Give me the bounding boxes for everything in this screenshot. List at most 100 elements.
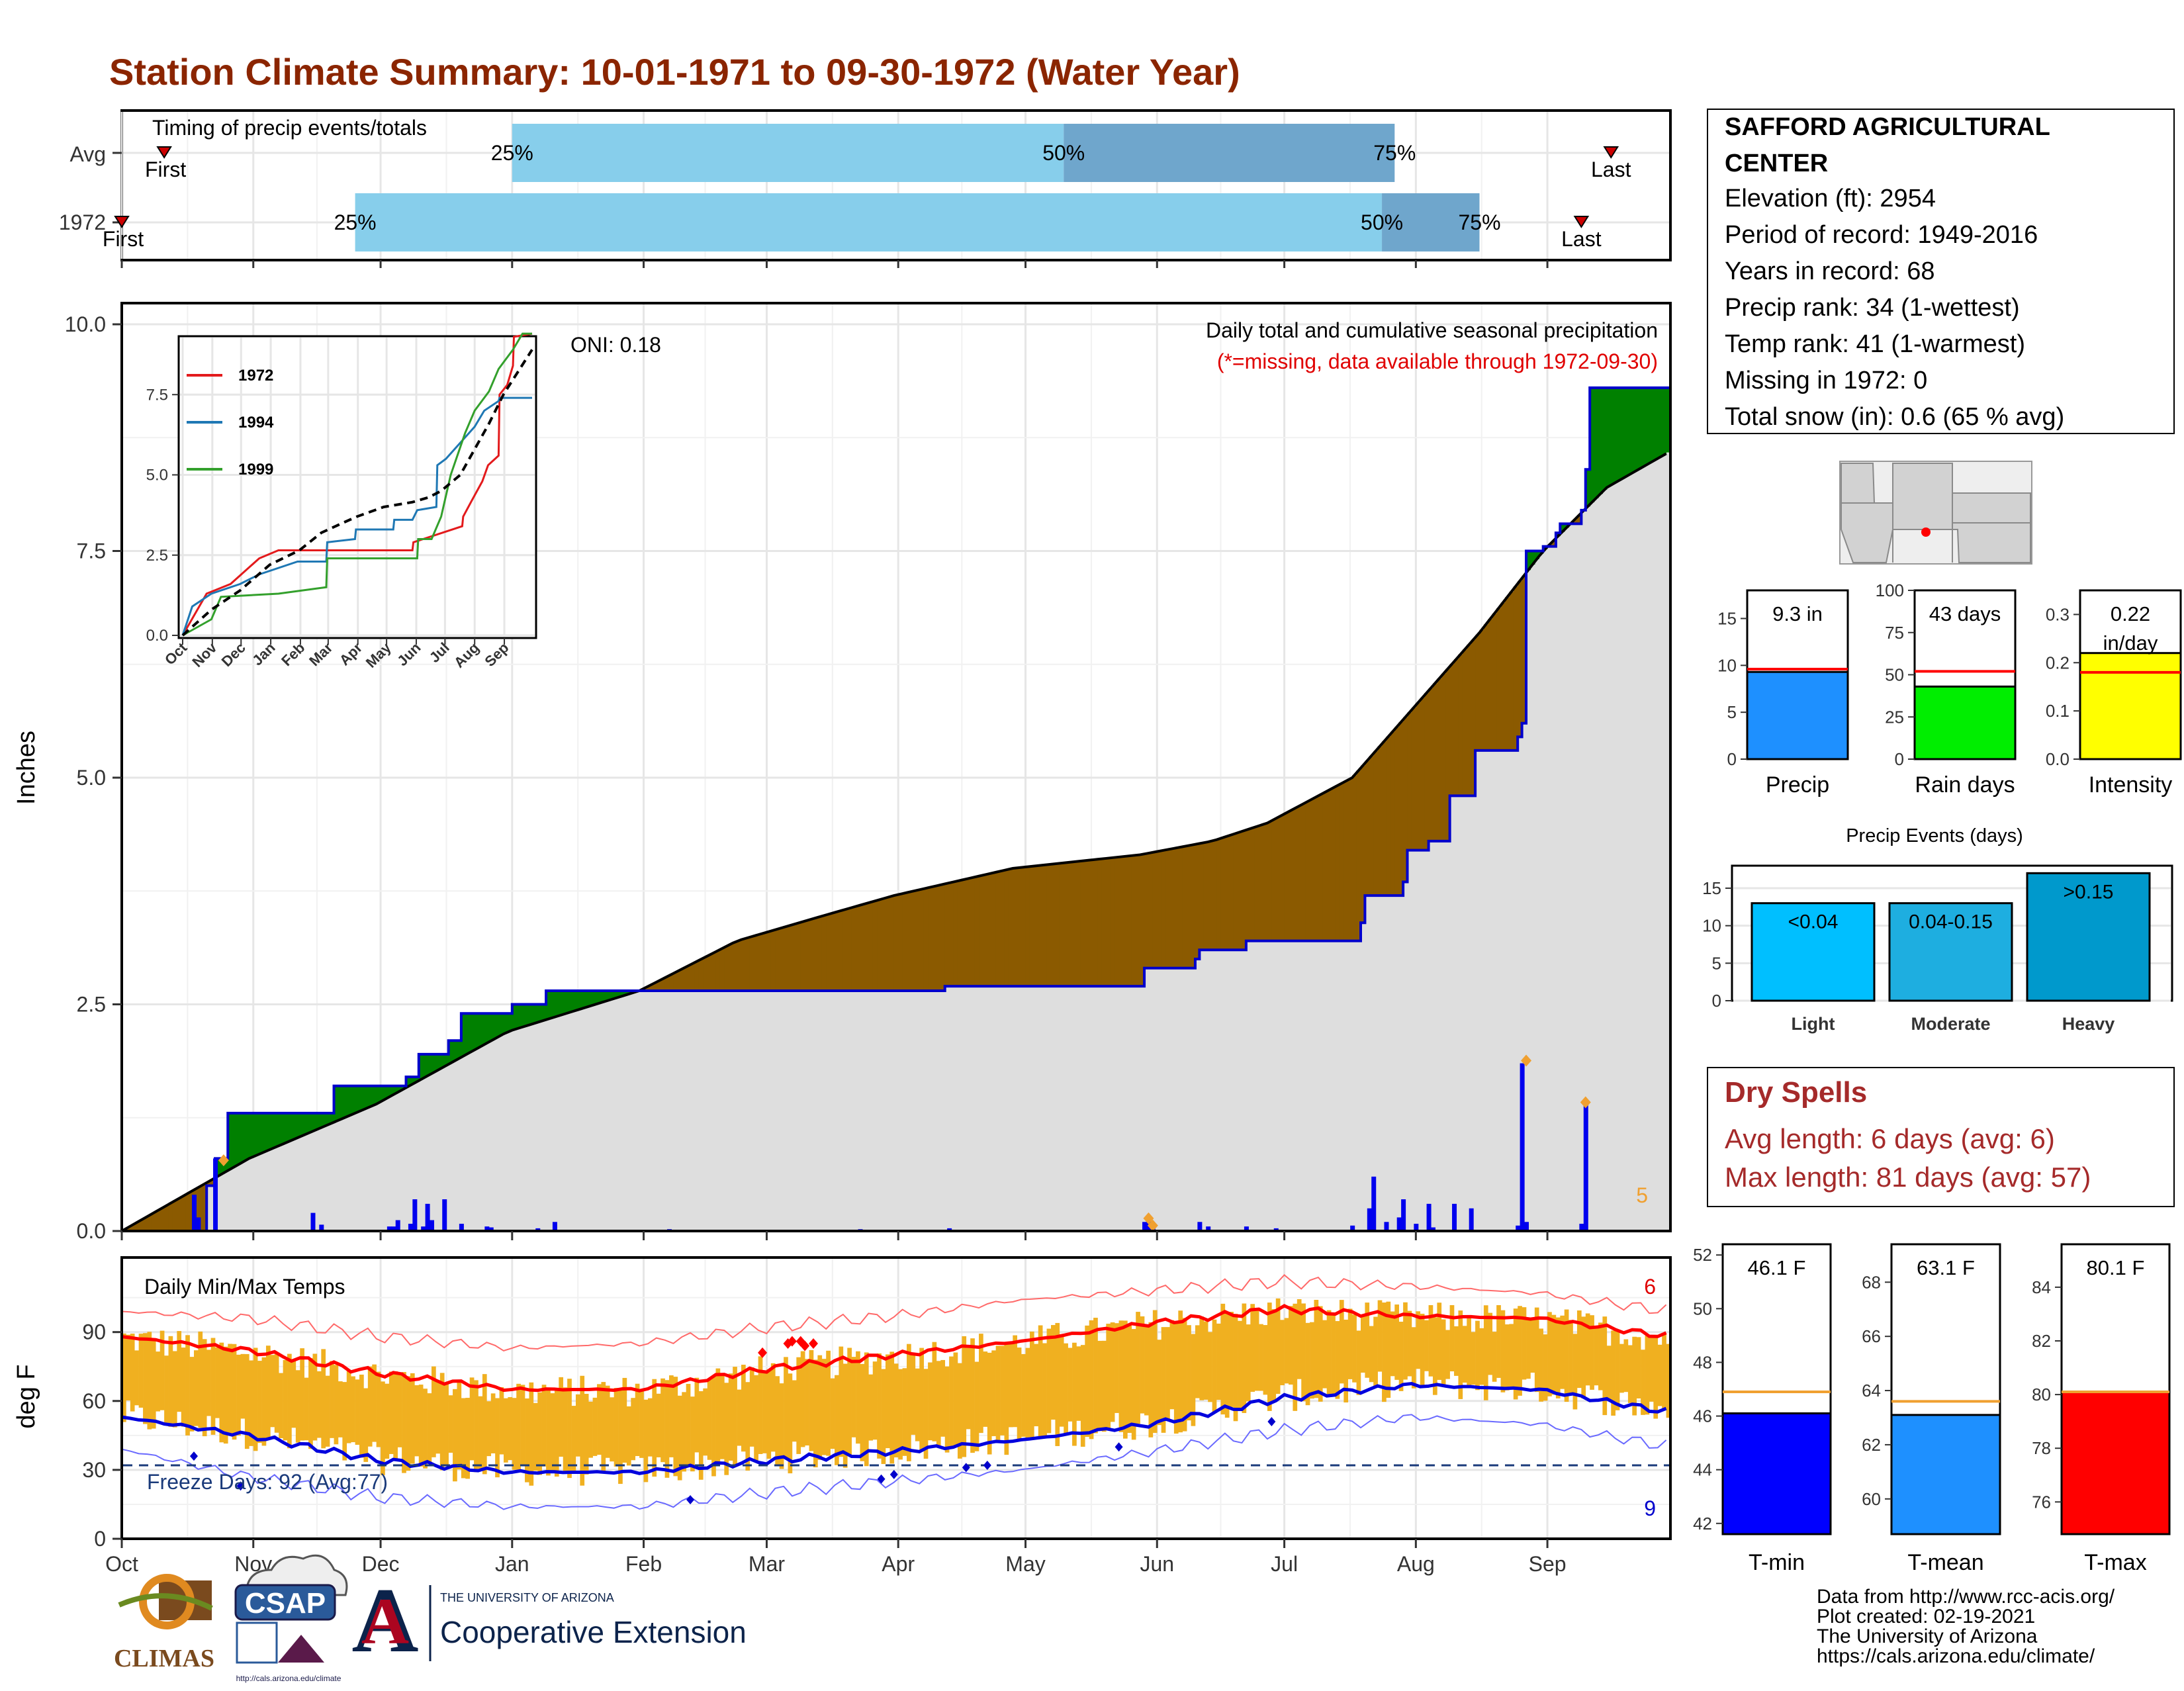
summary-temp-ytick-label: 64 [1862,1381,1881,1400]
precip-diff-segment [923,888,929,991]
precip-diff-segment [682,968,687,991]
station-years: Years in record: 68 [1725,257,1935,285]
precip-diff-segment [448,1040,453,1064]
precip-diff-segment [147,1215,152,1231]
precip-diff-segment [525,1004,530,1026]
precip-diff-segment [1233,833,1238,950]
precip-diff-segment [512,1004,517,1030]
precip-diff-segment [779,927,784,991]
temp-daily-bar [821,1359,827,1455]
precip-diff-segment [940,884,946,991]
temp-daily-bar [626,1406,631,1466]
events-bar [2026,872,2151,1002]
dry-spells-box: Dry Spells Avg length: 6 days (avg: 6) M… [1707,1067,2175,1207]
precip-diff-segment [643,987,649,991]
timing-bar-50-75 [1064,124,1395,182]
temp-daily-bar [1127,1324,1132,1434]
precip-diff-segment [1203,842,1208,950]
precip-diff-segment [1318,794,1323,941]
temp-daily-bar [796,1357,801,1454]
temp-daily-bar [283,1359,288,1441]
precip-diff-segment [1645,387,1650,465]
temp-daily-bar [703,1388,708,1456]
timing-text: First Last 25% 50% 75% First Last 25% 50% 75% [103,141,1631,251]
temp-daily-bar [784,1357,788,1458]
precip-diff-segment [202,1183,207,1231]
temp-daily-bar [1326,1310,1332,1395]
precip-daily-bar [1516,1225,1521,1231]
precip-diff-segment [1662,387,1667,455]
precip-diff-segment [330,1113,335,1123]
temp-daily-bar [979,1334,983,1434]
timing-row-1972-label: 1972 [59,210,106,234]
temp-daily-bar [490,1393,496,1453]
precip-diff-segment [647,985,653,991]
temp-max-avg-line [121,1304,1667,1393]
precip-diff-segment [490,1013,496,1040]
timing-first-label: First [103,227,144,251]
temp-daily-bar [372,1364,377,1442]
dry-spells-avg: Avg length: 6 days (avg: 6) [1725,1123,2055,1154]
timing-last-marker [1573,216,1590,228]
temp-daily-bar [898,1369,903,1460]
map-borders [1841,463,2030,563]
precip-diff-segment [690,963,696,991]
precip-diff-segment [664,976,670,991]
temp-daily-bar [974,1361,979,1451]
precip-events-bars: 0 5 10 15 <0.04 Light 0.04-0.15 Moderate >0.15 He… [1702,864,2173,1034]
temp-daily-bar [711,1377,716,1477]
footer-credits: Data from http://www.rcc-acis.org/ Plot … [1817,1586,2115,1667]
precip-daily-bar [1206,1226,1211,1231]
precip-diff-segment [432,1054,437,1073]
temp-daily-bar [342,1382,347,1461]
temp-daily-bar [575,1394,580,1457]
temp-daily-bar [953,1352,958,1447]
precip-diff-segment [1157,851,1162,968]
precip-diff-segment [1242,831,1247,950]
temp-daily-bar [1555,1317,1561,1398]
month-label: Jul [1271,1552,1298,1576]
precip-diff-segment [1165,849,1171,968]
temp-daily-bar [647,1398,653,1457]
precip-axes: 0.0 2.5 5.0 7.5 10.0 [65,312,1549,1243]
summary-temp-ytick-label: 66 [1862,1326,1881,1346]
precip-diff-segment [1038,865,1043,987]
month-label: May [1005,1552,1045,1576]
precip-diff-segment [784,927,789,991]
precip-diff-segment [363,1085,369,1109]
precip-diff-segment [656,981,661,991]
temp-daily-bar [1310,1322,1314,1399]
precip-diff-segment [605,990,610,1001]
temp-daily-bar [868,1374,874,1441]
temp-daily-bar [402,1372,406,1473]
precip-diff-segment [236,1113,242,1165]
temp-daily-bar [508,1396,513,1461]
temp-daily-bar [1471,1332,1476,1385]
precip-diff-segment [559,990,564,1015]
figure-title: Station Climate Summary: 10-01-1971 to 0… [109,51,1240,93]
temp-daily-bar [923,1369,929,1459]
precip-diff-segment [185,1193,191,1231]
temp-daily-bar [877,1353,882,1459]
precip-diff-segment [1365,760,1370,896]
precip-ytick-label: 0.0 [77,1219,106,1243]
events-ytick-label: 15 [1702,878,1721,898]
temp-daily-bar [499,1387,504,1455]
precip-diff-segment [265,1113,271,1151]
temp-daily-bar [1224,1313,1230,1418]
precip-diff-segment [410,1077,415,1085]
precip-diff-segment [1343,781,1349,941]
precip-diff-segment [907,891,912,991]
temp-daily-bar [1462,1326,1467,1383]
temp-daily-bar [1021,1353,1026,1437]
timing-first-marker [156,146,172,159]
inset-line-1994 [181,396,532,636]
precip-diff-segment [1229,835,1234,950]
temp-daily-bar [486,1401,492,1457]
temp-daily-bar [1029,1331,1034,1438]
station-temp-rank: Temp rank: 41 (1-warmest) [1725,330,2025,358]
precip-diff-segment [1034,866,1039,987]
precip-diff-segment [669,974,674,991]
temp-daily-bar [817,1355,823,1460]
